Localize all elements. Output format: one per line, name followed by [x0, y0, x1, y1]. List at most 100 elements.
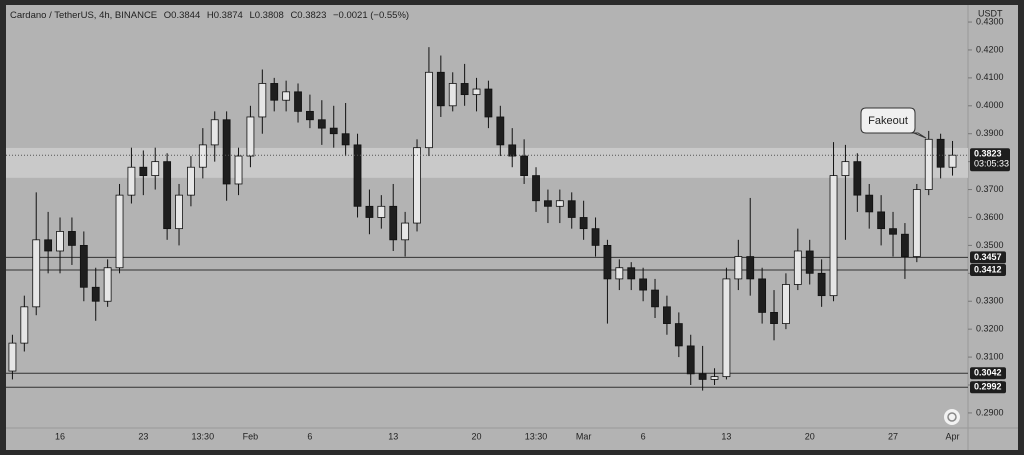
candle-body [544, 200, 552, 207]
x-tick-label: 13:30 [525, 431, 548, 441]
candle-body [460, 83, 469, 96]
x-tick-label: 6 [307, 431, 312, 441]
candle-body [32, 239, 41, 308]
candle-body [710, 376, 719, 380]
level-tag [970, 263, 1006, 276]
x-tick-label: Apr [946, 431, 960, 441]
change: −0.0021 (−0.55%) [333, 10, 409, 21]
level-label: 0.3412 [974, 264, 1002, 274]
x-tick-label: 16 [55, 431, 65, 441]
candle-body [68, 231, 76, 246]
candle-body [294, 91, 302, 112]
candle-body [817, 272, 826, 297]
candle-body [413, 147, 421, 224]
candle-body [496, 116, 505, 146]
candle-body [686, 345, 695, 375]
annotation: Fakeout [868, 115, 908, 127]
y-tick-label: 0.4300 [976, 16, 1004, 26]
candle-body [877, 211, 886, 230]
candle-body [282, 91, 291, 101]
x-tick-label: 20 [805, 431, 815, 441]
candle-body [924, 138, 933, 190]
candle-body [341, 133, 350, 146]
x-tick-label: 6 [641, 431, 646, 441]
candle-body [329, 127, 338, 135]
candle-body [246, 116, 255, 157]
candle-body [436, 71, 445, 107]
callout-box [860, 107, 927, 139]
x-tick-label: Mar [576, 431, 592, 441]
candle-body [389, 205, 398, 241]
candle-body [793, 250, 802, 285]
candle-body [139, 166, 148, 176]
candle-body [163, 161, 172, 230]
candle-body [198, 144, 207, 168]
y-tick-label: 0.4100 [976, 72, 1004, 82]
candle-body [187, 166, 195, 196]
candle-body [20, 306, 29, 344]
candle-body [508, 144, 517, 157]
countdown: 03:05:33 [974, 159, 1009, 169]
candle-body [853, 161, 862, 196]
y-tick-label: 0.3700 [976, 184, 1004, 194]
level-tag [970, 381, 1006, 394]
symbol: Cardano / TetherUS, 4h, BINANCE [10, 10, 157, 21]
candle-body [615, 267, 624, 280]
y-tick-label: 0.3900 [976, 128, 1004, 138]
level-label: 0.3042 [974, 368, 1002, 378]
level-label: 0.3457 [974, 252, 1002, 262]
header: Cardano / TetherUS, 4h, BINANCE O0.3844 … [10, 10, 409, 21]
candle-body [805, 250, 814, 274]
candle-body [627, 267, 636, 280]
candle-body [103, 267, 112, 302]
x-tick-label: 13:30 [192, 431, 215, 441]
candle-body [234, 155, 243, 185]
candle-body [889, 228, 897, 235]
candle-body [258, 83, 267, 118]
candle-body [567, 200, 576, 218]
candle-body [44, 239, 53, 252]
candle-body [841, 161, 850, 176]
candle-body [91, 286, 100, 302]
candle-body [698, 373, 707, 380]
candle-body [79, 244, 88, 288]
candle-body [365, 205, 374, 218]
candle-body [472, 88, 481, 96]
x-tick-label: 27 [888, 431, 898, 441]
y-tick-label: 0.3500 [976, 240, 1004, 250]
y-tick-label: 0.2900 [976, 407, 1004, 417]
candle-body [532, 175, 540, 202]
candle-body [746, 256, 755, 280]
candle-body [115, 194, 124, 269]
y-tick-label: 0.4000 [976, 100, 1004, 110]
candle-body [770, 312, 778, 324]
candle-body [674, 323, 683, 347]
x-tick-label: 13 [388, 431, 398, 441]
logo [944, 409, 960, 425]
candle-body [901, 233, 909, 257]
candle-body [555, 200, 564, 207]
candle-body [306, 110, 314, 121]
candle-body [270, 83, 279, 101]
y-tick-label: 0.3300 [976, 296, 1004, 306]
candle-body [651, 289, 659, 308]
candle-body [377, 205, 386, 218]
candle-body [353, 144, 362, 207]
last-price-label: 0.3823 [974, 149, 1002, 159]
candle-body [401, 222, 410, 241]
candle-body [603, 244, 612, 280]
y-tick-label: 0.3100 [976, 351, 1004, 361]
candle-body [782, 284, 790, 324]
candle-body [210, 119, 219, 146]
y-tick-label: 0.3200 [976, 324, 1004, 334]
candle-body [579, 217, 588, 230]
candle-body [722, 278, 731, 378]
candle-body [151, 161, 160, 176]
last-price-tag [970, 148, 1010, 172]
candle-body [425, 71, 433, 149]
candle-body [912, 189, 921, 257]
candle-body [734, 256, 743, 280]
candle-body [484, 88, 493, 118]
level-label: 0.2992 [974, 382, 1002, 392]
